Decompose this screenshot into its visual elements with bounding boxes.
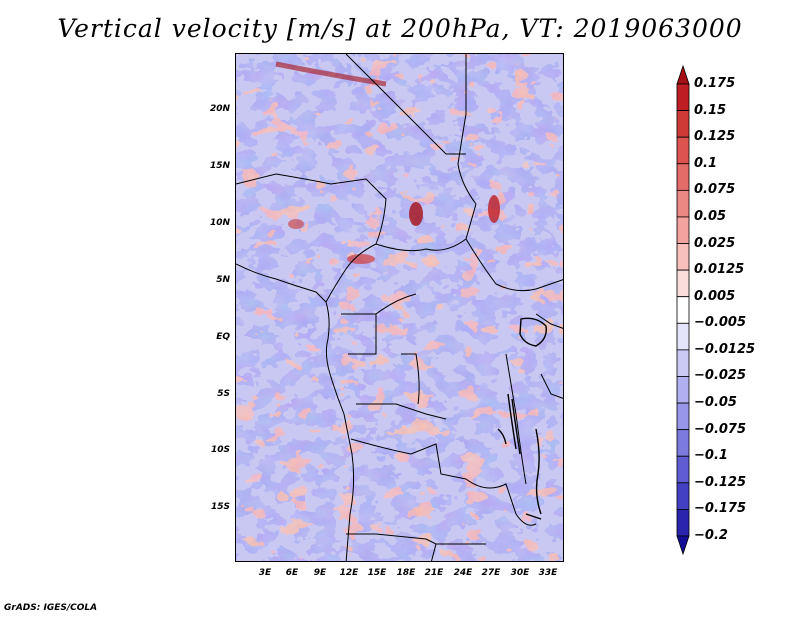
colorbar-tick-label: −0.125 xyxy=(694,474,747,490)
colorbar-tick-label: 0.025 xyxy=(694,235,736,251)
colorbar-segment xyxy=(676,163,690,191)
y-tick-label: 20N xyxy=(209,104,230,114)
colorbar-segment xyxy=(676,509,690,537)
colorbar-segment xyxy=(676,322,690,351)
colorbar-tick-label: 0.05 xyxy=(694,208,727,224)
x-tick-label: 24E xyxy=(453,568,473,578)
colorbar-segment xyxy=(676,269,690,298)
colorbar-tick-label: 0.175 xyxy=(694,76,736,91)
x-tick-label: 12E xyxy=(339,568,359,578)
colorbar-tick-label: 0.125 xyxy=(694,129,736,145)
colorbar-segment xyxy=(676,429,690,457)
colorbar-segment xyxy=(676,535,690,556)
y-tick-label: 15N xyxy=(209,161,230,171)
colorbar-tick-label: −0.1 xyxy=(694,448,728,464)
colorbar-segment xyxy=(676,455,690,484)
x-tick-label: 33E xyxy=(538,568,558,578)
credit-text: GrADS: IGES/COLA xyxy=(4,603,98,613)
field-upward-motion xyxy=(236,54,563,561)
colorbar-segment xyxy=(676,243,690,271)
colorbar-segment xyxy=(676,189,690,218)
colorbar-tick-label: 0.1 xyxy=(694,155,718,171)
x-tick-label: 9E xyxy=(313,568,327,578)
lakes xyxy=(497,317,547,520)
colorbar-segment xyxy=(676,376,690,404)
colorbar-tick-label: 0.15 xyxy=(694,102,727,118)
colorbar-segment xyxy=(676,64,690,85)
y-tick-label: 5N xyxy=(216,275,230,285)
colorbar-segment xyxy=(676,83,690,111)
updraft-core xyxy=(409,202,423,226)
x-tick-label: 27E xyxy=(481,568,501,578)
colorbar-tick-label: −0.075 xyxy=(694,421,747,437)
colorbar-segment xyxy=(676,349,690,377)
colorbar xyxy=(671,60,791,560)
x-tick-label: 21E xyxy=(424,568,444,578)
colorbar-tick-label: −0.005 xyxy=(694,315,747,331)
updraft-core xyxy=(488,195,500,223)
colorbar-tick-label: 0.0125 xyxy=(694,262,745,278)
colorbar-tick-label: −0.05 xyxy=(694,395,737,411)
x-tick-label: 30E xyxy=(510,568,530,578)
updraft-core xyxy=(347,254,375,264)
updraft-core xyxy=(288,219,304,229)
colorbar-segment xyxy=(676,296,690,324)
y-tick-label: 10S xyxy=(210,445,230,455)
country-borders xyxy=(236,54,563,561)
x-tick-label: 3E xyxy=(258,568,272,578)
y-tick-label: 10N xyxy=(209,218,230,228)
colorbar-tick-label: −0.175 xyxy=(694,501,747,517)
map-title: Vertical velocity [m/s] at 200hPa, VT: 2… xyxy=(57,14,743,43)
map-field xyxy=(236,54,563,561)
y-tick-label: 5S xyxy=(217,389,230,399)
colorbar-segment xyxy=(676,136,690,165)
colorbar-scale xyxy=(676,64,690,556)
colorbar-tick-label: 0.005 xyxy=(694,288,736,304)
velocity-map xyxy=(235,53,564,562)
x-tick-label: 15E xyxy=(367,568,387,578)
colorbar-tick-label: −0.0125 xyxy=(694,341,756,357)
colorbar-segment xyxy=(676,110,690,138)
x-tick-label: 18E xyxy=(396,568,416,578)
colorbar-tick-label: −0.2 xyxy=(694,528,728,543)
y-tick-label: EQ xyxy=(216,332,230,342)
x-tick-label: 6E xyxy=(285,568,299,578)
colorbar-tick-label: −0.025 xyxy=(694,368,747,384)
colorbar-segment xyxy=(676,482,690,510)
colorbar-segment xyxy=(676,216,690,244)
colorbar-tick-label: 0.075 xyxy=(694,182,736,198)
y-tick-label: 15S xyxy=(210,502,230,512)
colorbar-segment xyxy=(676,402,690,431)
